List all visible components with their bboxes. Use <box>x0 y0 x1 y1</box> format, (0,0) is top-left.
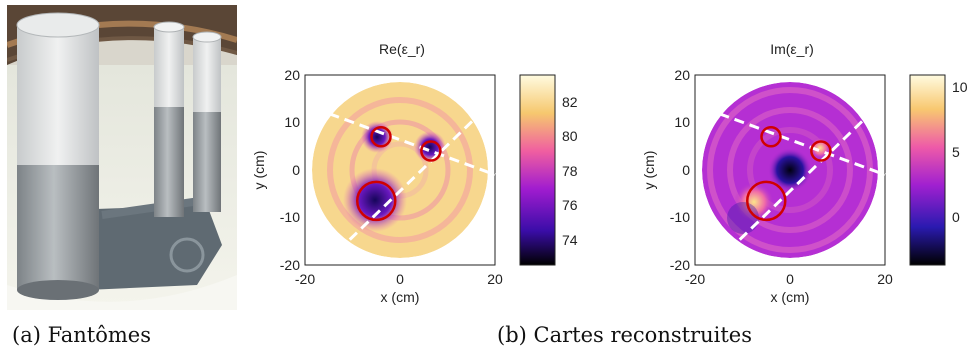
svg-text:-10: -10 <box>670 209 690 225</box>
svg-text:20: 20 <box>487 271 503 287</box>
x-axis-label: x (cm) <box>381 289 420 305</box>
x-ticks: -20 0 20 <box>295 271 503 287</box>
svg-text:0: 0 <box>396 271 404 287</box>
svg-text:76: 76 <box>562 197 578 213</box>
svg-text:0: 0 <box>952 209 960 225</box>
svg-text:0: 0 <box>682 162 690 178</box>
svg-text:20: 20 <box>674 67 690 83</box>
svg-text:-20: -20 <box>670 257 690 273</box>
plot-title: Re(ε_r) <box>379 41 425 57</box>
y-ticks: 20 10 0 -10 -20 <box>280 67 300 273</box>
svg-text:10: 10 <box>674 114 690 130</box>
im-eps-plot: Im(ε_r) -20 0 20 20 10 0 -10 -20 x (cm) … <box>640 30 970 310</box>
y-axis-label: y (cm) <box>641 151 657 190</box>
svg-text:0: 0 <box>786 271 794 287</box>
phantom-photo <box>7 5 237 310</box>
x-ticks: -20 0 20 <box>685 271 893 287</box>
svg-text:78: 78 <box>562 163 578 179</box>
svg-text:74: 74 <box>562 232 578 248</box>
plot-title: Im(ε_r) <box>770 41 814 57</box>
x-axis-label: x (cm) <box>771 289 810 305</box>
heatmap-disc <box>312 82 488 258</box>
svg-text:20: 20 <box>877 271 893 287</box>
svg-text:10: 10 <box>284 114 300 130</box>
caption-b: (b) Cartes reconstruites <box>497 323 752 347</box>
colorbar-ticks: 82 80 78 76 74 <box>562 94 578 248</box>
colorbar <box>520 75 555 265</box>
svg-text:10: 10 <box>952 79 968 95</box>
colorbar-ticks: 10 5 0 <box>952 79 968 225</box>
re-eps-plot: Re(ε_r) -20 0 20 20 10 0 -10 -20 x (cm) … <box>250 30 580 310</box>
y-ticks: 20 10 0 -10 -20 <box>670 67 690 273</box>
svg-text:-20: -20 <box>685 271 705 287</box>
svg-text:82: 82 <box>562 94 578 110</box>
svg-text:0: 0 <box>292 162 300 178</box>
caption-a: (a) Fantômes <box>12 323 151 347</box>
svg-text:-20: -20 <box>280 257 300 273</box>
svg-text:5: 5 <box>952 144 960 160</box>
svg-text:-20: -20 <box>295 271 315 287</box>
svg-text:-10: -10 <box>280 209 300 225</box>
colorbar <box>910 75 945 265</box>
y-axis-label: y (cm) <box>251 151 267 190</box>
heatmap-disc <box>702 82 878 258</box>
svg-text:80: 80 <box>562 128 578 144</box>
svg-text:20: 20 <box>284 67 300 83</box>
